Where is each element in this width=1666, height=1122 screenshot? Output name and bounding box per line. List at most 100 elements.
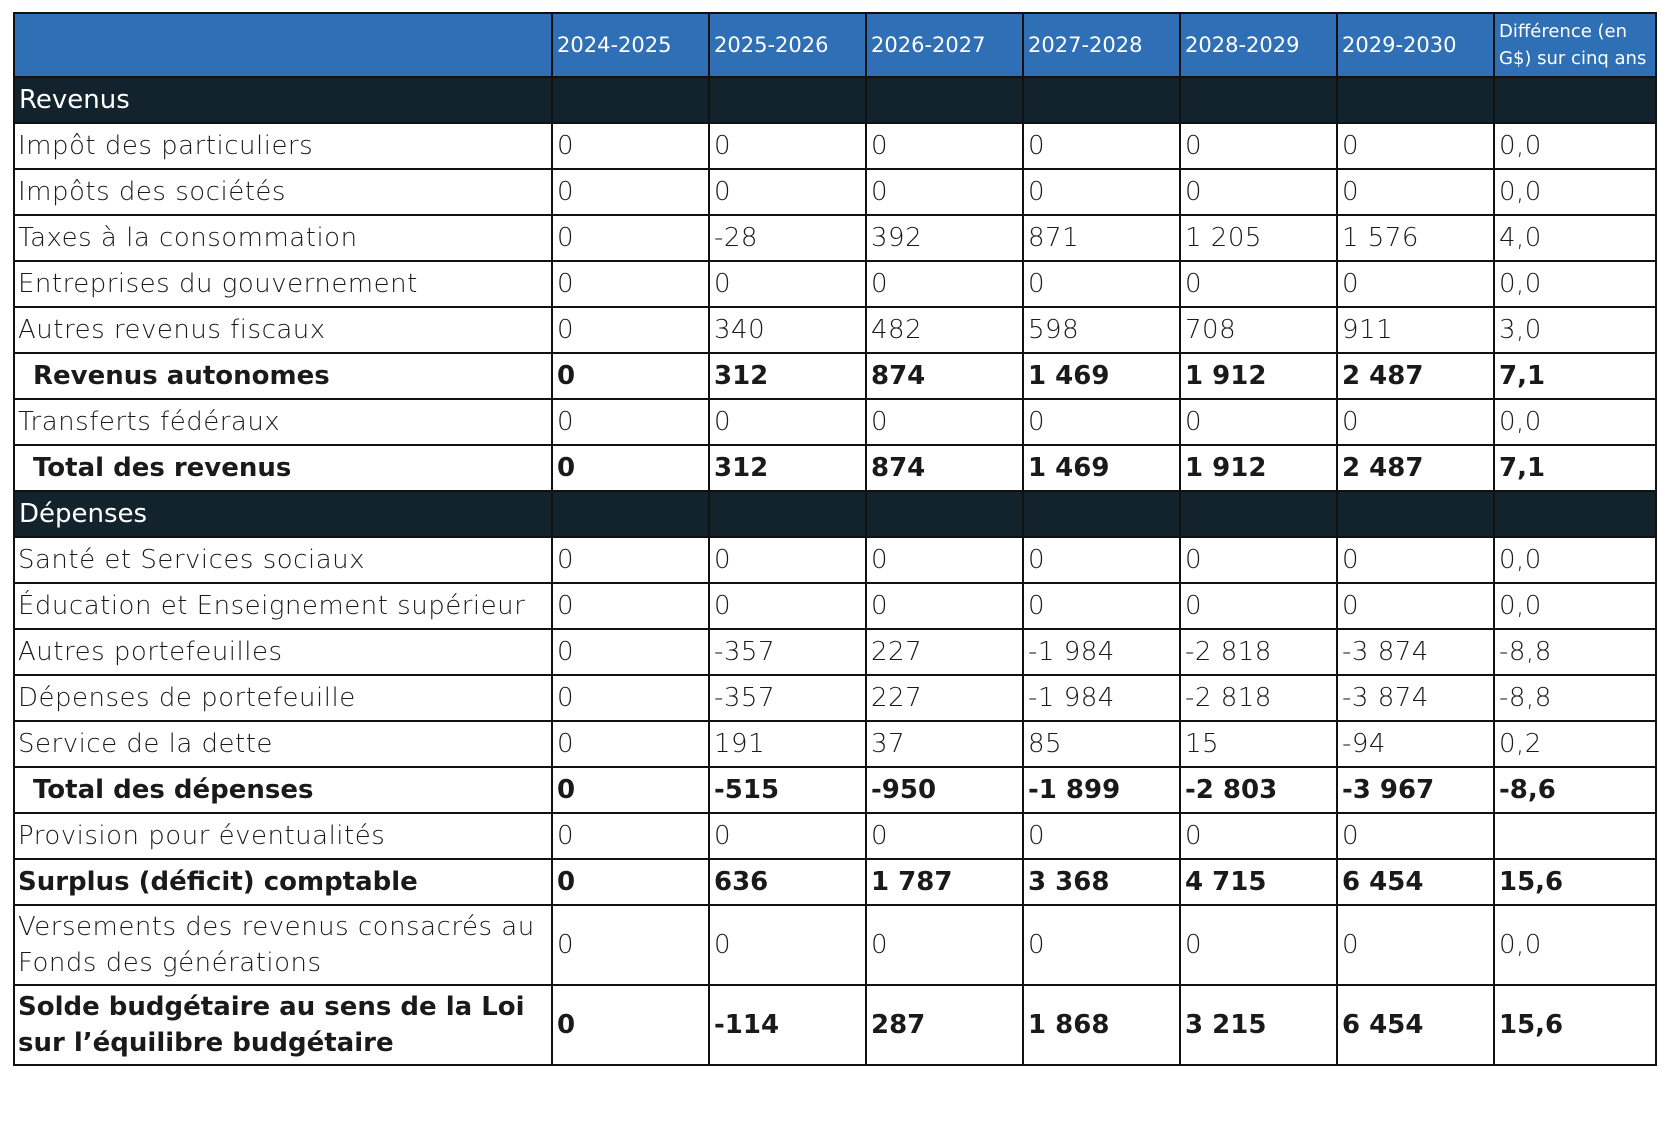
year-value-cell: 0 bbox=[708, 904, 867, 986]
year-value-cell: 0 bbox=[708, 582, 867, 630]
table-row: Santé et Services sociaux 0 0 0 0 0 0 0,0 bbox=[13, 536, 1657, 584]
section-label: Dépenses bbox=[13, 490, 553, 538]
year-value-cell: 227 bbox=[865, 674, 1024, 722]
year-value-cell: 0 bbox=[551, 674, 710, 722]
year-value-cell: 0 bbox=[1022, 398, 1181, 446]
year-value-cell: 1 912 bbox=[1179, 444, 1338, 492]
five-year-difference-cell: 0,0 bbox=[1493, 904, 1657, 986]
five-year-difference-cell: 15,6 bbox=[1493, 858, 1657, 906]
five-year-difference-cell bbox=[1493, 812, 1657, 860]
year-value-cell: -357 bbox=[708, 628, 867, 676]
row-label: Autres revenus fiscaux bbox=[13, 306, 553, 354]
year-value-cell: 3 215 bbox=[1179, 984, 1338, 1066]
section-filler bbox=[1022, 76, 1181, 124]
year-value-cell: 0 bbox=[1336, 398, 1495, 446]
year-value-cell: 0 bbox=[551, 398, 710, 446]
year-value-cell: 0 bbox=[865, 168, 1024, 216]
row-label: Provision pour éventualités bbox=[13, 812, 553, 860]
year-value-cell: -2 818 bbox=[1179, 674, 1338, 722]
year-value-cell: 340 bbox=[708, 306, 867, 354]
year-value-cell: 0 bbox=[1022, 536, 1181, 584]
year-value-cell: 2 487 bbox=[1336, 444, 1495, 492]
table-row: Transferts fédéraux 0 0 0 0 0 0 0,0 bbox=[13, 398, 1657, 446]
year-value-cell: 0 bbox=[708, 398, 867, 446]
row-label: Santé et Services sociaux bbox=[13, 536, 553, 584]
table-row: Impôt des particuliers 0 0 0 0 0 0 0,0 bbox=[13, 122, 1657, 170]
year-value-cell: 0 bbox=[1336, 168, 1495, 216]
year-value-cell: 0 bbox=[708, 168, 867, 216]
five-year-difference-header: Différence (en G$) sur cinq ans bbox=[1493, 12, 1657, 78]
year-value-cell: 0 bbox=[1336, 536, 1495, 584]
year-value-cell: 0 bbox=[865, 260, 1024, 308]
row-label: Total des dépenses bbox=[13, 766, 553, 814]
year-value-cell: -950 bbox=[865, 766, 1024, 814]
year-value-cell: 0 bbox=[551, 904, 710, 986]
year-value-cell: 0 bbox=[551, 812, 710, 860]
five-year-difference-cell: 7,1 bbox=[1493, 352, 1657, 400]
section-filler bbox=[1336, 76, 1495, 124]
table-row: Dépenses de portefeuille 0 -357 227 -1 984 -2… bbox=[13, 674, 1657, 722]
table-row: Surplus (déficit) comptable 0 636 1 787 3 36… bbox=[13, 858, 1657, 906]
year-value-cell: 0 bbox=[551, 720, 710, 768]
year-value-cell: -2 803 bbox=[1179, 766, 1338, 814]
section-filler bbox=[1179, 76, 1338, 124]
section-filler bbox=[1336, 490, 1495, 538]
table-row: Taxes à la consommation 0 -28 392 871 1 205 1 … bbox=[13, 214, 1657, 262]
five-year-difference-cell: -8,6 bbox=[1493, 766, 1657, 814]
year-value-cell: 0 bbox=[1336, 904, 1495, 986]
year-value-cell: -1 984 bbox=[1022, 628, 1181, 676]
year-value-cell: 0 bbox=[1179, 582, 1338, 630]
year-value-cell: 1 787 bbox=[865, 858, 1024, 906]
year-value-cell: 0 bbox=[708, 122, 867, 170]
year-value-cell: 1 576 bbox=[1336, 214, 1495, 262]
row-label: Service de la dette bbox=[13, 720, 553, 768]
table-row: Impôts des sociétés 0 0 0 0 0 0 0,0 bbox=[13, 168, 1657, 216]
five-year-difference-cell: 4,0 bbox=[1493, 214, 1657, 262]
year-value-cell: 598 bbox=[1022, 306, 1181, 354]
year-header: 2024-2025 bbox=[551, 12, 710, 78]
year-value-cell: 0 bbox=[551, 628, 710, 676]
header-corner-cell bbox=[13, 12, 553, 78]
year-value-cell: -3 874 bbox=[1336, 628, 1495, 676]
table-row: Versements des revenus consacrés au Fond… bbox=[13, 904, 1657, 986]
row-label: Transferts fédéraux bbox=[13, 398, 553, 446]
year-value-cell: -28 bbox=[708, 214, 867, 262]
five-year-difference-cell: 3,0 bbox=[1493, 306, 1657, 354]
section-filler bbox=[1179, 490, 1338, 538]
table-row: Service de la dette 0 191 37 85 15 -94 0,2 bbox=[13, 720, 1657, 768]
year-value-cell: 911 bbox=[1336, 306, 1495, 354]
five-year-difference-cell: 0,0 bbox=[1493, 398, 1657, 446]
section-filler bbox=[708, 76, 867, 124]
year-value-cell: 0 bbox=[1179, 812, 1338, 860]
year-value-cell: 1 469 bbox=[1022, 444, 1181, 492]
table-row: Autres revenus fiscaux 0 340 482 598 708 911 3,… bbox=[13, 306, 1657, 354]
year-value-cell: 0 bbox=[551, 306, 710, 354]
year-value-cell: 0 bbox=[1022, 168, 1181, 216]
year-value-cell: 3 368 bbox=[1022, 858, 1181, 906]
year-value-cell: -94 bbox=[1336, 720, 1495, 768]
five-year-difference-cell: 7,1 bbox=[1493, 444, 1657, 492]
section-header-depenses: Dépenses bbox=[13, 490, 1657, 538]
year-value-cell: 0 bbox=[1336, 122, 1495, 170]
year-value-cell: -1 984 bbox=[1022, 674, 1181, 722]
row-label: Solde budgétaire au sens de la Loi sur l… bbox=[13, 984, 553, 1066]
table-row: Éducation et Enseignement supérieur 0 0 0 0 0… bbox=[13, 582, 1657, 630]
section-header-revenus: Revenus bbox=[13, 76, 1657, 124]
year-value-cell: -357 bbox=[708, 674, 867, 722]
year-value-cell: 2 487 bbox=[1336, 352, 1495, 400]
year-value-cell: 0 bbox=[1022, 122, 1181, 170]
year-value-cell: -114 bbox=[708, 984, 867, 1066]
year-value-cell: 85 bbox=[1022, 720, 1181, 768]
section-filler bbox=[551, 490, 710, 538]
year-value-cell: -515 bbox=[708, 766, 867, 814]
year-value-cell: 0 bbox=[1336, 260, 1495, 308]
year-value-cell: -2 818 bbox=[1179, 628, 1338, 676]
year-value-cell: 0 bbox=[1179, 122, 1338, 170]
section-filler bbox=[1493, 76, 1657, 124]
year-value-cell: 874 bbox=[865, 444, 1024, 492]
year-value-cell: 0 bbox=[865, 122, 1024, 170]
year-value-cell: 37 bbox=[865, 720, 1024, 768]
year-value-cell: 0 bbox=[551, 352, 710, 400]
year-value-cell: 871 bbox=[1022, 214, 1181, 262]
row-label: Dépenses de portefeuille bbox=[13, 674, 553, 722]
